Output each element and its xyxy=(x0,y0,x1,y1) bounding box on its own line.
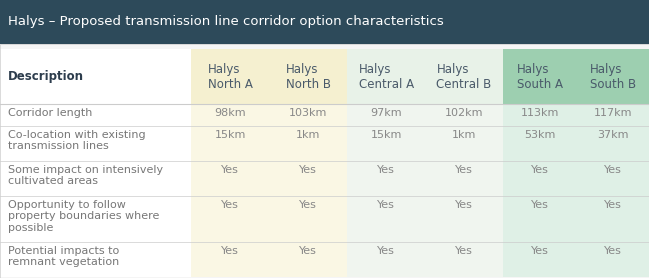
Bar xyxy=(425,49,503,104)
Bar xyxy=(576,126,649,161)
Text: Yes: Yes xyxy=(531,165,548,175)
Text: Halys
South A: Halys South A xyxy=(517,63,563,91)
Bar xyxy=(191,242,269,277)
Bar xyxy=(503,49,576,104)
Text: 37km: 37km xyxy=(597,130,628,140)
Bar xyxy=(0,44,649,278)
Text: Yes: Yes xyxy=(531,200,548,210)
Text: Yes: Yes xyxy=(455,165,473,175)
Bar xyxy=(576,49,649,104)
Text: Some impact on intensively
cultivated areas: Some impact on intensively cultivated ar… xyxy=(8,165,163,186)
Bar xyxy=(0,161,191,196)
Text: Yes: Yes xyxy=(455,246,473,256)
Bar xyxy=(503,126,576,161)
Text: Yes: Yes xyxy=(377,200,395,210)
Bar xyxy=(425,196,503,242)
Bar xyxy=(191,161,269,196)
Bar xyxy=(347,126,425,161)
Text: 102km: 102km xyxy=(445,108,484,118)
Bar xyxy=(503,161,576,196)
Bar xyxy=(503,104,576,126)
Bar xyxy=(0,126,191,161)
Bar xyxy=(269,49,347,104)
Bar xyxy=(0,242,191,277)
Bar xyxy=(269,242,347,277)
Bar xyxy=(269,161,347,196)
Text: 15km: 15km xyxy=(215,130,246,140)
Text: Yes: Yes xyxy=(455,200,473,210)
Text: 103km: 103km xyxy=(289,108,328,118)
Text: Halys
North B: Halys North B xyxy=(286,63,331,91)
Bar xyxy=(269,126,347,161)
Text: 1km: 1km xyxy=(452,130,476,140)
Bar xyxy=(191,104,269,126)
Bar xyxy=(347,242,425,277)
Text: Yes: Yes xyxy=(377,246,395,256)
Bar xyxy=(347,49,425,104)
Text: Halys
North A: Halys North A xyxy=(208,63,253,91)
Text: Halys – Proposed transmission line corridor option characteristics: Halys – Proposed transmission line corri… xyxy=(8,16,443,28)
Bar xyxy=(0,49,191,104)
Bar xyxy=(0,0,649,44)
Text: Description: Description xyxy=(8,70,84,83)
Text: 1km: 1km xyxy=(296,130,321,140)
Bar xyxy=(0,196,191,242)
Text: 113km: 113km xyxy=(520,108,559,118)
Bar xyxy=(576,104,649,126)
Bar xyxy=(576,196,649,242)
Text: Halys
Central B: Halys Central B xyxy=(436,63,492,91)
Text: Yes: Yes xyxy=(604,246,622,256)
Bar xyxy=(425,242,503,277)
Text: 117km: 117km xyxy=(593,108,632,118)
Bar xyxy=(425,104,503,126)
Text: Halys
South B: Halys South B xyxy=(589,63,636,91)
Text: Yes: Yes xyxy=(299,200,317,210)
Text: Yes: Yes xyxy=(221,200,239,210)
Bar xyxy=(576,242,649,277)
Text: Yes: Yes xyxy=(221,165,239,175)
Text: 98km: 98km xyxy=(215,108,246,118)
Text: Co-location with existing
transmission lines: Co-location with existing transmission l… xyxy=(8,130,145,151)
Text: 15km: 15km xyxy=(371,130,402,140)
Text: 53km: 53km xyxy=(524,130,556,140)
Text: Yes: Yes xyxy=(377,165,395,175)
Bar xyxy=(269,196,347,242)
Bar xyxy=(425,126,503,161)
Text: Corridor length: Corridor length xyxy=(8,108,92,118)
Bar xyxy=(347,196,425,242)
Text: Yes: Yes xyxy=(604,200,622,210)
Bar xyxy=(191,126,269,161)
Bar xyxy=(191,196,269,242)
Text: Yes: Yes xyxy=(299,165,317,175)
Text: Yes: Yes xyxy=(531,246,548,256)
Text: Yes: Yes xyxy=(221,246,239,256)
Bar xyxy=(0,104,191,126)
Text: Potential impacts to
remnant vegetation: Potential impacts to remnant vegetation xyxy=(8,246,119,267)
Bar xyxy=(347,104,425,126)
Bar xyxy=(503,196,576,242)
Bar xyxy=(191,49,269,104)
Bar xyxy=(503,242,576,277)
Text: 97km: 97km xyxy=(371,108,402,118)
Text: Yes: Yes xyxy=(604,165,622,175)
Bar xyxy=(269,104,347,126)
Bar xyxy=(576,161,649,196)
Text: Halys
Central A: Halys Central A xyxy=(359,63,413,91)
Bar xyxy=(347,161,425,196)
Bar xyxy=(425,161,503,196)
Text: Yes: Yes xyxy=(299,246,317,256)
Text: Opportunity to follow
property boundaries where
possible: Opportunity to follow property boundarie… xyxy=(8,200,159,233)
